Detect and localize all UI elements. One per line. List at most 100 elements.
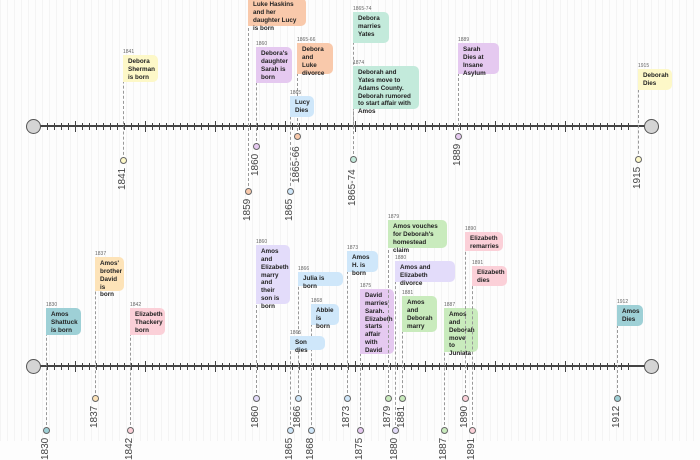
axis-tick: [362, 123, 363, 130]
event-marker-dot[interactable]: [295, 395, 302, 402]
event-card[interactable]: Luke Haskins and her daughter Lucy is bo…: [248, 0, 306, 32]
event-marker-dot[interactable]: [92, 395, 99, 402]
axis-tick: [544, 363, 545, 370]
axis-tick: [453, 123, 454, 130]
axis-tick: [376, 123, 377, 130]
event-marker-dot[interactable]: [344, 395, 351, 402]
event-marker-dot[interactable]: [43, 427, 50, 434]
axis-tick: [299, 123, 300, 130]
event-marker-dot[interactable]: [287, 427, 294, 434]
event-year-label: 1860: [256, 41, 268, 47]
event-marker-dot[interactable]: [399, 395, 406, 402]
event-year-label: 1837: [95, 251, 107, 257]
event-card[interactable]: Debora and Luke divorce: [297, 43, 333, 77]
event-marker-dot[interactable]: [253, 395, 260, 402]
axis-tick: [383, 363, 384, 370]
event-stem: [290, 336, 291, 430]
event-card[interactable]: Amos and Deborah marry: [402, 296, 437, 332]
event-year-label: 1881: [402, 290, 414, 296]
amos-axis-end-handle[interactable]: [644, 359, 659, 374]
event-marker-dot[interactable]: [469, 427, 476, 434]
event-card[interactable]: Sarah Dies at Insane Asylum: [458, 43, 499, 77]
axis-tick: [523, 123, 524, 130]
axis-tick: [488, 123, 489, 130]
event-card[interactable]: Abbie is born: [311, 304, 339, 330]
event-card[interactable]: Debora's daughter Sarah is born: [256, 47, 292, 83]
event-stem: [402, 296, 403, 398]
event-card[interactable]: Lucy Dies: [290, 96, 314, 117]
axis-tick: [61, 363, 62, 370]
event-card[interactable]: Amos Dies: [617, 305, 643, 326]
event-card[interactable]: Julia is born: [298, 272, 343, 290]
event-stem: [458, 43, 459, 136]
event-card[interactable]: Elizabeth Thackery born: [130, 308, 165, 335]
axis-tick: [75, 121, 76, 132]
deborah-axis-start-handle[interactable]: [26, 119, 41, 134]
axis-tick: [201, 123, 202, 130]
event-card[interactable]: Deborah and Yates move to Adams County. …: [353, 66, 419, 115]
event-marker-dot[interactable]: [392, 427, 399, 434]
axis-tick: [215, 361, 216, 372]
event-year-label: 1865-66: [297, 37, 316, 43]
event-stem: [290, 96, 291, 191]
event-marker-dot[interactable]: [120, 157, 127, 164]
event-stem: [46, 308, 47, 430]
event-card[interactable]: Debora marries Yates: [353, 12, 389, 43]
event-year-label: 1865: [290, 90, 302, 96]
event-marker-dot[interactable]: [441, 427, 448, 434]
axis-tick: [348, 123, 349, 130]
event-axis-year: 1868: [305, 438, 316, 460]
event-marker-dot[interactable]: [635, 156, 642, 163]
event-marker-dot[interactable]: [357, 427, 364, 434]
event-stem: [444, 308, 445, 430]
event-marker-dot[interactable]: [455, 133, 462, 140]
event-card[interactable]: Amos Shattuck is born: [46, 308, 81, 335]
event-card[interactable]: Debora Sherman is born: [123, 55, 158, 82]
event-card[interactable]: Elizabeth dies: [472, 266, 507, 286]
event-year-label: 1841: [123, 49, 135, 55]
event-card[interactable]: Amos and Elizabeth divorce: [395, 261, 455, 287]
event-card[interactable]: Son dies: [290, 336, 325, 354]
event-year-label: 1875: [360, 283, 372, 289]
axis-tick: [145, 121, 146, 132]
axis-tick: [222, 363, 223, 370]
deborah-axis-end-handle[interactable]: [644, 119, 659, 134]
amos-axis-start-handle[interactable]: [26, 359, 41, 374]
axis-tick: [250, 363, 251, 370]
axis-tick: [558, 123, 559, 130]
event-marker-dot[interactable]: [308, 427, 315, 434]
axis-tick: [369, 363, 370, 370]
event-card[interactable]: Amos H. is born: [347, 251, 378, 277]
event-marker-dot[interactable]: [253, 143, 260, 150]
event-marker-dot[interactable]: [385, 395, 392, 402]
event-stem: [347, 251, 348, 398]
event-marker-dot[interactable]: [462, 395, 469, 402]
event-card[interactable]: Deborah Dies: [638, 69, 672, 90]
axis-tick: [89, 363, 90, 370]
event-stem: [297, 43, 298, 136]
event-stem: [248, 0, 249, 191]
axis-tick: [173, 123, 174, 130]
event-marker-dot[interactable]: [127, 427, 134, 434]
event-marker-dot[interactable]: [350, 156, 357, 163]
amos-axis-line: [33, 365, 651, 367]
axis-tick: [47, 123, 48, 130]
event-card[interactable]: Amos' brother David is born: [95, 257, 124, 298]
event-stem: [95, 257, 96, 398]
event-axis-year: 1891: [466, 438, 477, 460]
event-marker-dot[interactable]: [294, 133, 301, 140]
axis-tick: [495, 361, 496, 372]
axis-tick: [96, 363, 97, 370]
event-card[interactable]: Amos vouches for Deborah's homestead cla…: [388, 220, 447, 254]
event-card[interactable]: Amos and Elizabeth marry and their son i…: [256, 245, 290, 310]
event-marker-dot[interactable]: [287, 188, 294, 195]
event-year-label: 1879: [388, 214, 400, 220]
axis-tick: [460, 363, 461, 370]
event-card[interactable]: Elizabeth remarries: [465, 232, 503, 251]
axis-tick: [201, 363, 202, 370]
axis-tick: [103, 363, 104, 370]
event-marker-dot[interactable]: [614, 395, 621, 402]
axis-tick: [362, 363, 363, 370]
axis-tick: [425, 361, 426, 372]
event-marker-dot[interactable]: [245, 188, 252, 195]
